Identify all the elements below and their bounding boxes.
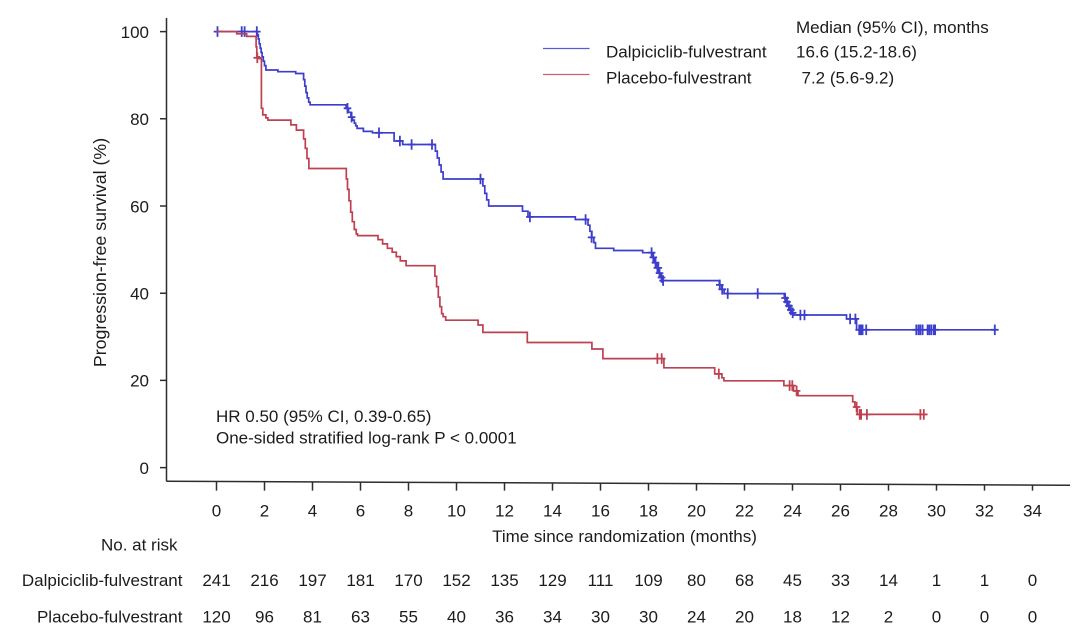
svg-text:32: 32 (975, 502, 994, 521)
svg-text:0: 0 (1028, 608, 1037, 627)
svg-text:40: 40 (447, 608, 466, 627)
svg-text:4: 4 (308, 502, 317, 521)
svg-text:20: 20 (735, 608, 754, 627)
svg-text:6: 6 (356, 502, 365, 521)
svg-text:34: 34 (543, 608, 562, 627)
svg-text:0: 0 (980, 608, 989, 627)
svg-text:96: 96 (255, 608, 274, 627)
svg-text:18: 18 (783, 608, 802, 627)
svg-text:40: 40 (130, 285, 149, 304)
svg-text:181: 181 (346, 571, 374, 590)
svg-text:Dalpiciclib-fulvestrant: Dalpiciclib-fulvestrant (22, 571, 183, 590)
svg-text:20: 20 (130, 372, 149, 391)
svg-text:80: 80 (130, 110, 149, 129)
svg-text:0: 0 (212, 502, 221, 521)
svg-text:216: 216 (250, 571, 278, 590)
svg-text:197: 197 (298, 571, 326, 590)
svg-text:Dalpiciclib-fulvestrant: Dalpiciclib-fulvestrant (606, 43, 767, 62)
svg-text:80: 80 (687, 571, 706, 590)
svg-text:1: 1 (932, 571, 941, 590)
svg-text:Progression-free survival (%): Progression-free survival (%) (90, 138, 110, 367)
svg-text:14: 14 (543, 502, 562, 521)
svg-text:Median (95% CI), months: Median (95% CI), months (796, 18, 989, 37)
svg-text:12: 12 (495, 502, 514, 521)
svg-text:135: 135 (490, 571, 518, 590)
svg-text:26: 26 (831, 502, 850, 521)
svg-text:20: 20 (687, 502, 706, 521)
svg-text:One-sided stratified log-rank: One-sided stratified log-rank P < 0.0001 (216, 428, 517, 447)
svg-text:Placebo-fulvestrant: Placebo-fulvestrant (37, 608, 183, 627)
svg-text:0: 0 (932, 608, 941, 627)
svg-text:30: 30 (591, 608, 610, 627)
svg-text:18: 18 (639, 502, 658, 521)
svg-text:60: 60 (130, 197, 149, 216)
svg-text:120: 120 (202, 608, 230, 627)
svg-text:2: 2 (260, 502, 269, 521)
svg-text:12: 12 (831, 608, 850, 627)
svg-text:1: 1 (980, 571, 989, 590)
svg-text:55: 55 (399, 608, 418, 627)
svg-text:7.2 (5.6-9.2): 7.2 (5.6-9.2) (802, 69, 895, 88)
svg-text:0: 0 (140, 459, 149, 478)
svg-text:34: 34 (1023, 502, 1042, 521)
svg-text:22: 22 (735, 502, 754, 521)
svg-text:36: 36 (495, 608, 514, 627)
svg-text:241: 241 (202, 571, 230, 590)
svg-text:16: 16 (591, 502, 610, 521)
svg-text:0: 0 (1028, 571, 1037, 590)
svg-text:63: 63 (351, 608, 370, 627)
svg-text:33: 33 (831, 571, 850, 590)
svg-text:24: 24 (687, 608, 706, 627)
svg-text:170: 170 (394, 571, 422, 590)
svg-text:30: 30 (927, 502, 946, 521)
svg-text:8: 8 (404, 502, 413, 521)
svg-text:No. at risk: No. at risk (101, 536, 178, 555)
svg-text:45: 45 (783, 571, 802, 590)
svg-text:14: 14 (879, 571, 898, 590)
svg-text:Placebo-fulvestrant: Placebo-fulvestrant (606, 69, 752, 88)
svg-text:68: 68 (735, 571, 754, 590)
svg-text:30: 30 (639, 608, 658, 627)
svg-text:111: 111 (588, 571, 614, 590)
svg-text:Time since randomization (mont: Time since randomization (months) (492, 527, 757, 546)
svg-text:HR 0.50 (95% CI, 0.39-0.65): HR 0.50 (95% CI, 0.39-0.65) (216, 407, 431, 426)
svg-text:129: 129 (538, 571, 566, 590)
svg-text:100: 100 (121, 23, 149, 42)
svg-text:10: 10 (447, 502, 466, 521)
svg-text:28: 28 (879, 502, 898, 521)
svg-text:109: 109 (634, 571, 662, 590)
svg-text:16.6 (15.2-18.6): 16.6 (15.2-18.6) (796, 43, 917, 62)
svg-text:2: 2 (884, 608, 893, 627)
svg-text:24: 24 (783, 502, 802, 521)
svg-text:81: 81 (303, 608, 322, 627)
svg-text:152: 152 (442, 571, 470, 590)
